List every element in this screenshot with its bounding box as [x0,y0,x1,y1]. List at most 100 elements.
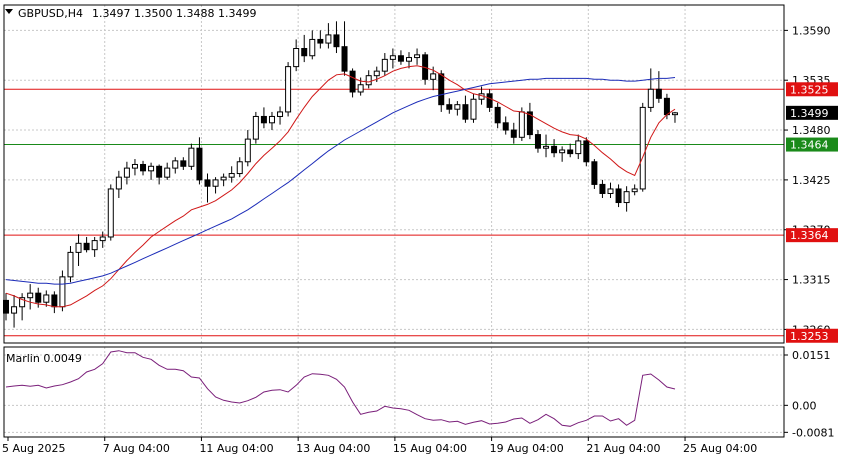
candle [75,234,82,266]
candle [180,157,187,170]
candle [268,111,275,131]
slow-ma-line [5,77,676,285]
oscillator-label: Marlin 0.0049 [6,352,82,365]
candle [526,102,533,140]
y-tick-label: 1.3315 [792,274,831,287]
candle-body-bull [212,179,219,187]
candle [406,52,412,69]
x-tick-label: 7 Aug 04:00 [103,442,170,455]
candle [559,146,566,162]
candle [43,290,50,307]
candle-body-bear [333,34,340,48]
candle [502,116,509,135]
candle [91,236,98,257]
candle [381,53,388,76]
dropdown-arrow-icon[interactable] [5,9,13,14]
candle-body-bull [99,236,106,242]
candle-body-bull [470,98,477,120]
candle [67,246,74,283]
level-label-box [786,228,838,243]
x-tick-label: 21 Aug 04:00 [586,442,660,455]
candle-body-bear [180,160,187,167]
candle-body-bull [285,66,292,113]
candle [164,162,171,180]
x-tick-label: 25 Aug 04:00 [683,442,757,455]
candle-body-bull [188,147,195,167]
fast-ma-line [5,65,676,308]
candle-body-bear [486,93,493,108]
candle [252,111,259,144]
candle-body-bull [631,188,638,193]
candle-body-bull [220,176,227,181]
candle-body-bull [607,188,614,194]
current-price-label: 1.3499 [790,107,829,120]
candle [148,162,155,180]
candle [462,95,469,123]
candle-body-bull [164,167,171,178]
grid [4,5,784,437]
level-label: 1.3464 [790,139,829,152]
moving-averages [5,65,676,308]
candle [293,39,300,72]
levels [4,88,784,337]
y-tick-label: 1.3480 [792,124,831,137]
candle-body-bull [131,163,138,169]
candle-body-bear [655,88,662,99]
candle [567,143,574,158]
candle [438,70,445,112]
candle-body-bear [349,70,356,93]
level-label-box [786,328,838,343]
x-tick-label: 13 Aug 04:00 [296,442,370,455]
candles [3,21,678,328]
candle [607,182,614,199]
candle [325,23,332,49]
candle [19,293,26,321]
candle [575,134,582,160]
candle-body-bull [148,165,155,172]
candle-body-bear [341,46,348,72]
candle-body-bull [373,70,380,77]
ohlc-values: 1.3497 1.3500 1.3488 1.3499 [92,7,256,20]
candle [204,173,211,203]
level-label-box [786,82,838,97]
candle [599,179,606,199]
candle-body-bull [623,191,630,204]
candle-body-bear [301,47,308,57]
candle-body-bear [591,161,598,185]
candle [534,130,541,153]
candle-body-bear [140,163,147,172]
candle [140,160,147,176]
candle [470,93,477,123]
symbol-label: GBPUSD,H4 [18,7,83,20]
candle-body-bull [252,115,259,140]
candle [107,184,114,241]
candle [131,159,138,176]
candle-body-bear [534,134,541,149]
candle-body-bull [518,111,525,138]
candle [365,70,372,89]
x-tick-label: 15 Aug 04:00 [393,442,467,455]
candle [59,270,66,312]
candle [228,166,235,183]
candle-body-bull [43,294,50,303]
candle-body-bull [381,58,388,72]
candle-body-bull [293,47,300,68]
candle [454,101,461,116]
osc-y-tick-label: -0.0081 [792,426,834,439]
candle [583,137,590,167]
candle [397,50,404,65]
candle-body-bull [647,88,654,108]
candle-body-bear [156,165,163,178]
candle-body-bull [559,149,566,154]
candle-body-bull [671,112,678,116]
candle-body-bull [107,188,114,238]
candle-body-bear [551,145,558,154]
x-tick-label: 19 Aug 04:00 [490,442,564,455]
candle [27,284,34,310]
candle-body-bear [599,183,606,194]
candle-body-bull [365,75,372,86]
candle [172,157,179,174]
candle [236,157,243,178]
candle [277,106,284,125]
candle-body-bull [27,292,34,299]
